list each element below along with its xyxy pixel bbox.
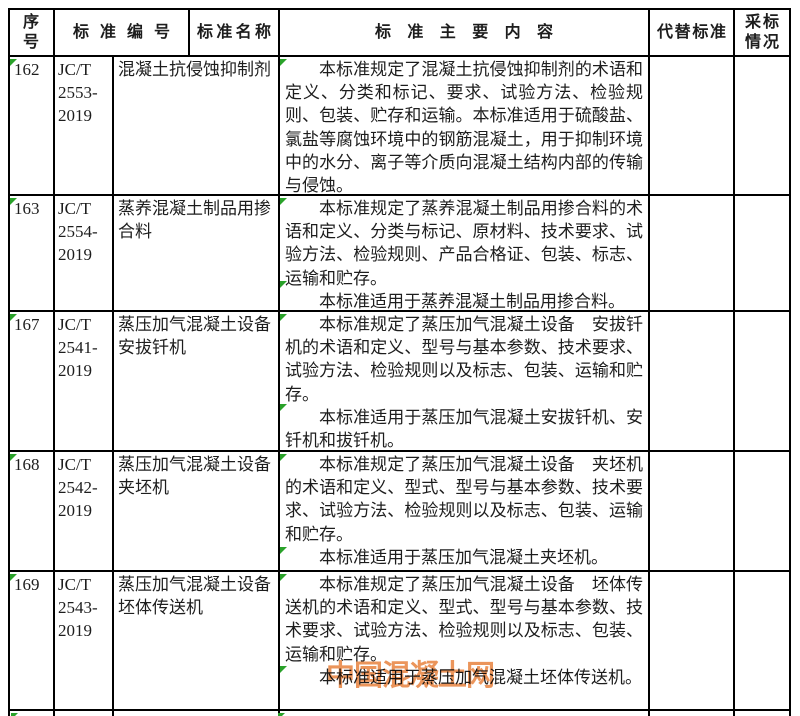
serial-cell: 162 xyxy=(10,57,55,194)
cell-flag-icon xyxy=(10,314,17,321)
cell-flag-icon xyxy=(10,198,17,205)
cell-flag-icon xyxy=(11,713,18,716)
content-paragraph: 本标准规定了混凝土抗侵蚀抑制剂的术语和定义、分类和标记、要求、试验方法、检验规则… xyxy=(285,60,643,194)
replace-cell xyxy=(650,312,735,450)
cell-flag-icon xyxy=(280,314,287,321)
replace-cell xyxy=(650,57,735,194)
cell-flag-icon xyxy=(10,574,17,581)
content-cell: 本标准规定了蒸养混凝土制品用掺合料的术语和定义、分类与标记、原材料、技术要求、试… xyxy=(280,196,650,310)
serial-cell: 163 xyxy=(10,196,55,310)
cell-flag-icon xyxy=(280,574,287,581)
content-cell: 本标准规定了混凝土抗侵蚀抑制剂的术语和定义、分类和标记、要求、试验方法、检验规则… xyxy=(280,57,650,194)
table-row: 168 JC/T 2542-2019 蒸压加气混凝土设备 夹坯机 本标准规定了蒸… xyxy=(10,452,789,572)
adopt-cell xyxy=(735,312,789,450)
content-paragraph: 本标准适用于蒸养混凝土制品用掺合料。 xyxy=(319,291,625,310)
adopt-cell xyxy=(735,572,789,709)
content-paragraph: 本标准规定了蒸压加气混凝土设备 安拔钎机的术语和定义、型号与基本参数、技术要求、… xyxy=(285,315,643,404)
cell-flag-icon xyxy=(280,547,287,554)
content-paragraph: 本标准规定了蒸养混凝土制品用掺合料的术语和定义、分类与标记、原材料、技术要求、试… xyxy=(285,199,643,288)
table-row: 163 JC/T 2554-2019 蒸养混凝土制品用掺合料 本标准规定了蒸养混… xyxy=(10,196,789,312)
serial-cell: 169 xyxy=(10,572,55,709)
serial-cell: 167 xyxy=(10,312,55,450)
cell-flag-icon xyxy=(278,713,285,716)
header-cell-code: 标准编号 xyxy=(55,10,190,55)
header-cell-content: 标准主要内容 xyxy=(280,10,650,55)
header-label: 标准主要内容 xyxy=(375,23,553,41)
header-cell-adopt: 采标情况 xyxy=(735,10,789,55)
standards-table: 序号 标准编号 标准名称 标准主要内容 代替标准 采标情况 162 JC/T 2… xyxy=(8,8,791,716)
name-cell: 蒸压加气混凝土设备 夹坯机 xyxy=(114,452,280,570)
table-row-partial xyxy=(10,711,789,716)
name-cell xyxy=(114,711,280,716)
cell-flag-icon xyxy=(280,281,287,288)
header-label: 序号 xyxy=(23,13,40,51)
table-header-row: 序号 标准编号 标准名称 标准主要内容 代替标准 采标情况 xyxy=(10,10,789,57)
replace-cell xyxy=(650,711,735,716)
replace-cell xyxy=(650,572,735,709)
name-cell: 蒸压加气混凝土设备 坯体传送机 xyxy=(114,572,280,709)
adopt-cell xyxy=(735,452,789,570)
table-row: 162 JC/T 2553-2019 混凝土抗侵蚀抑制剂 本标准规定了混凝土抗侵… xyxy=(10,57,789,196)
content-paragraph: 本标准规定了蒸压加气混凝土设备 坯体传送机的术语和定义、型式、型号与基本参数、技… xyxy=(285,575,643,664)
header-label: 代替标准 xyxy=(657,23,726,41)
cell-flag-icon xyxy=(10,454,17,461)
adopt-cell xyxy=(735,57,789,194)
code-cell: JC/T 2541-2019 xyxy=(55,312,114,450)
content-paragraph: 本标准适用于蒸压加气混凝土夹坯机。 xyxy=(319,547,608,567)
cell-flag-icon xyxy=(280,198,287,205)
header-label: 标准名称 xyxy=(197,23,271,41)
cell-flag-icon xyxy=(280,454,287,461)
content-paragraph: 本标准适用于蒸压加气混凝土安拔钎机、安钎机和拔钎机。 xyxy=(285,407,643,450)
serial-cell: 168 xyxy=(10,452,55,570)
code-cell: JC/T 2542-2019 xyxy=(55,452,114,570)
cell-flag-icon xyxy=(280,59,287,66)
adopt-cell xyxy=(735,711,789,716)
serial-cell xyxy=(10,711,55,716)
adopt-cell xyxy=(735,196,789,310)
table-row: 167 JC/T 2541-2019 蒸压加气混凝土设备 安拔钎机 本标准规定了… xyxy=(10,312,789,452)
content-cell: 本标准规定了蒸压加气混凝土设备 安拔钎机的术语和定义、型号与基本参数、技术要求、… xyxy=(280,312,650,450)
replace-cell xyxy=(650,452,735,570)
header-label: 标准编号 xyxy=(73,23,170,41)
content-cell: 本标准规定了蒸压加气混凝土设备 坯体传送机的术语和定义、型式、型号与基本参数、技… xyxy=(280,572,650,709)
cell-flag-icon xyxy=(280,666,287,673)
header-label: 采标情况 xyxy=(745,13,779,51)
content-paragraph: 本标准适用于蒸压加气混凝土坯体传送机。 xyxy=(319,667,642,687)
replace-cell xyxy=(650,196,735,310)
code-cell: JC/T 2553-2019 xyxy=(55,57,114,194)
content-cell xyxy=(280,711,650,716)
name-cell: 蒸养混凝土制品用掺合料 xyxy=(114,196,280,310)
name-cell: 蒸压加气混凝土设备 安拔钎机 xyxy=(114,312,280,450)
cell-flag-icon xyxy=(10,59,17,66)
content-cell: 本标准规定了蒸压加气混凝土设备 夹坯机的术语和定义、型式、型号与基本参数、技术要… xyxy=(280,452,650,570)
header-cell-serial: 序号 xyxy=(10,10,55,55)
code-cell xyxy=(55,711,114,716)
code-cell: JC/T 2543-2019 xyxy=(55,572,114,709)
table-row: 169 JC/T 2543-2019 蒸压加气混凝土设备 坯体传送机 本标准规定… xyxy=(10,572,789,711)
code-cell: JC/T 2554-2019 xyxy=(55,196,114,310)
cell-flag-icon xyxy=(280,404,287,411)
header-cell-replace: 代替标准 xyxy=(650,10,735,55)
name-cell: 混凝土抗侵蚀抑制剂 xyxy=(114,57,280,194)
content-paragraph: 本标准规定了蒸压加气混凝土设备 夹坯机的术语和定义、型式、型号与基本参数、技术要… xyxy=(285,455,643,544)
header-cell-name: 标准名称 xyxy=(190,10,280,55)
